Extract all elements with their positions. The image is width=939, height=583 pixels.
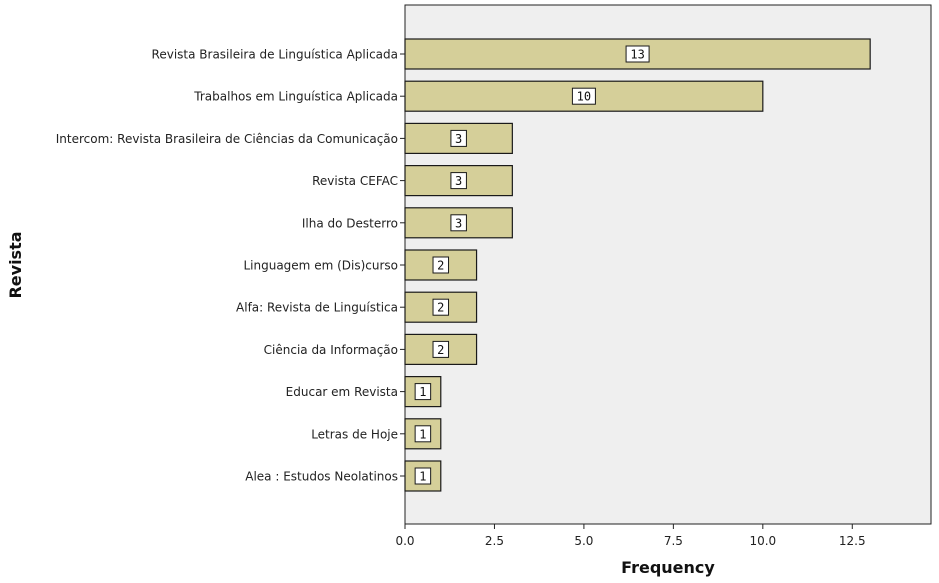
data-label-11: 1 — [419, 470, 426, 484]
data-label-box-11 — [414, 467, 432, 485]
x-tick-label-2: 2.5 — [485, 534, 504, 548]
data-label-9: 1 — [419, 385, 426, 399]
data-label-box-10 — [414, 425, 432, 443]
y-tick-label-6: Linguagem em (Dis)curso — [243, 259, 398, 273]
data-label-7: 2 — [437, 301, 444, 315]
x-tick-label-4: 7.5 — [664, 534, 683, 548]
data-label-2: 10 — [577, 90, 591, 104]
y-tick-label-8: Ciência da Informação — [264, 343, 398, 357]
y-tick-label-9: Educar em Revista — [286, 385, 398, 399]
y-tick-label-11: Alea : Estudos Neolatinos — [245, 470, 398, 484]
data-label-6: 2 — [437, 259, 444, 273]
data-label-box-3 — [450, 129, 467, 147]
x-axis-title: Frequency — [621, 558, 715, 577]
y-tick-label-3: Intercom: Revista Brasileira de Ciências… — [56, 132, 398, 146]
y-tick-label-7: Alfa: Revista de Linguística — [236, 301, 398, 315]
data-label-5: 3 — [455, 216, 462, 230]
data-label-box-7 — [432, 298, 450, 316]
x-tick-label-5: 10.0 — [749, 534, 776, 548]
data-label-box-8 — [432, 340, 450, 358]
data-label-box-2 — [571, 87, 596, 105]
data-label-3: 3 — [455, 132, 462, 146]
data-label-4: 3 — [455, 174, 462, 188]
x-tick-label-3: 5.0 — [574, 534, 593, 548]
data-label-1: 13 — [630, 48, 644, 62]
data-label-box-6 — [432, 256, 450, 274]
data-label-box-1 — [625, 45, 650, 63]
y-tick-label-4: Revista CEFAC — [312, 174, 398, 188]
data-label-10: 1 — [419, 427, 426, 441]
y-axis-title: Revista — [6, 231, 25, 298]
data-label-box-4 — [450, 172, 467, 190]
data-label-8: 2 — [437, 343, 444, 357]
data-label-box-5 — [450, 214, 467, 232]
y-tick-label-2: Trabalhos em Linguística Aplicada — [193, 90, 398, 104]
x-axis: 0.0 2.5 5.0 7.5 10.0 12.5 — [395, 524, 866, 548]
y-tick-label-10: Letras de Hoje — [311, 427, 398, 441]
data-label-box-9 — [414, 383, 432, 401]
bar-8 — [404, 333, 478, 365]
y-axis: Revista Brasileira de Linguística Aplica… — [56, 48, 405, 484]
y-tick-label-5: Ilha do Desterro — [302, 216, 398, 230]
x-tick-label-6: 12.5 — [839, 534, 866, 548]
x-tick-label-1: 0.0 — [395, 534, 414, 548]
y-tick-label-1: Revista Brasileira de Linguística Aplica… — [152, 48, 398, 62]
bars-layer: 13 10 3 3 3 2 2 2 1 1 1 — [404, 38, 871, 492]
